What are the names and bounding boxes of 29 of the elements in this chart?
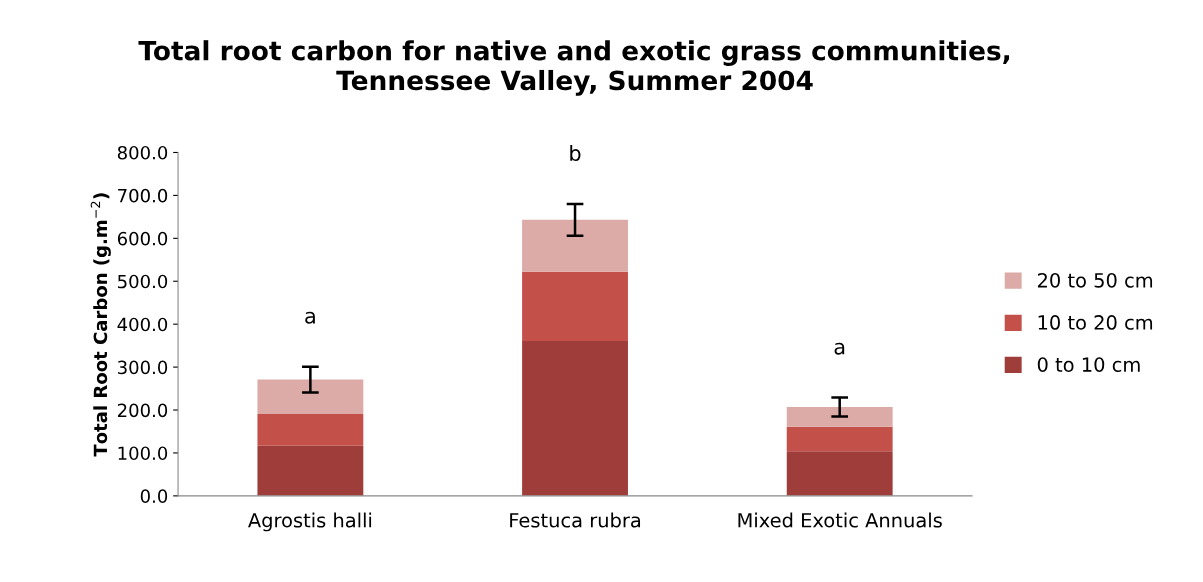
bar	[257, 379, 364, 414]
y-tick-label: 200.0	[117, 403, 168, 418]
annotation: a	[305, 311, 315, 324]
bar	[257, 413, 364, 446]
x-tick-label: Agrostis halli	[248, 512, 372, 532]
x-tick-label: Festuca rubra	[510, 512, 641, 528]
bar	[522, 219, 628, 272]
y-tick-label: 800.0	[117, 145, 168, 160]
y-tick-label: 400.0	[117, 317, 168, 332]
y-tick-label: 300.0	[118, 360, 168, 375]
y-tick-label: 100.0	[118, 446, 168, 461]
y-axis-title: Total Root Carbon (g.m$^{−2}$)	[90, 193, 111, 457]
annotation: b	[570, 144, 581, 162]
annotation: a	[834, 342, 845, 355]
y-tick-label: 500.0	[118, 274, 168, 289]
bar	[522, 271, 628, 341]
legend-label: 0 to 10 cm	[1037, 357, 1140, 372]
legend-label: 20 to 50 cm	[1037, 272, 1153, 288]
y-tick-label: 0.0	[140, 489, 168, 503]
bar	[522, 340, 628, 496]
chart-title: Total root carbon for native and exotic grass communities, Tennessee Valley, Summer 2004	[138, 40, 1010, 96]
bar	[786, 426, 893, 452]
x-tick-label: Mixed Exotic Annuals	[738, 512, 942, 528]
bar	[786, 451, 893, 496]
legend-label: 10 to 20 cm	[1038, 315, 1153, 330]
bar	[786, 407, 893, 427]
y-tick-label: 700.0	[118, 188, 168, 203]
bar	[257, 445, 364, 496]
y-tick-label: 600.0	[117, 231, 168, 246]
